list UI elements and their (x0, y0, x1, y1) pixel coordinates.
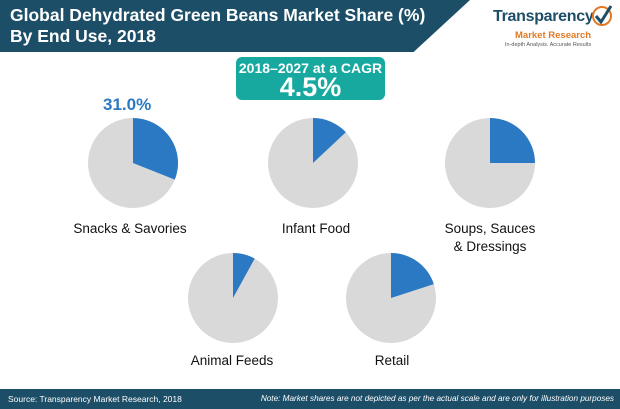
note-text: Note: Market shares are not depicted as … (260, 394, 614, 403)
pie-2 (268, 118, 358, 208)
header-banner (0, 0, 470, 52)
pie-5 (346, 253, 436, 343)
pie-label-soups: Soups, Sauces & Dressings (420, 220, 560, 256)
pie-share-slice (233, 253, 255, 298)
company-logo: Transparency Market Research In-depth An… (493, 4, 615, 52)
logo-tagline: In-depth Analysis. Accurate Results (505, 42, 592, 48)
pie-share-slice (391, 253, 434, 298)
pie-share-slice (490, 118, 535, 163)
pie-label-snacks: Snacks & Savories (60, 220, 200, 238)
pie-3 (445, 118, 535, 208)
title-line-1: Global Dehydrated Green Beans Market Sha… (10, 5, 426, 25)
pie-label-line-1: Infant Food (281, 221, 351, 236)
logo-name: Transparency (493, 8, 594, 25)
source-text: Source: Transparency Market Research, 20… (8, 394, 182, 404)
logo-checkmark-icon (592, 5, 613, 26)
chart-title: Global Dehydrated Green Beans Market Sha… (10, 5, 450, 47)
pie-label-line-1: Soups, Sauces (444, 221, 536, 236)
pie-label-animal-feeds: Animal Feeds (162, 352, 302, 370)
pie-1 (88, 118, 178, 208)
pie-label-retail: Retail (322, 352, 462, 370)
footer-bar: Source: Transparency Market Research, 20… (0, 389, 620, 409)
title-line-2: By End Use, 2018 (10, 26, 156, 46)
cagr-box: 2018–2027 at a CAGR 4.5% (236, 57, 385, 102)
cagr-label: 2018–2027 at a CAGR (238, 60, 383, 76)
pie-4 (188, 253, 278, 343)
cagr-value: 4.5% (279, 72, 342, 102)
pie-label-infant-food: Infant Food (246, 220, 386, 238)
highlight-value: 31.0% (103, 95, 152, 114)
pie-label-line-1: Animal Feeds (190, 353, 274, 368)
pie-label-line-1: Retail (374, 353, 410, 368)
pie-share-slice (313, 118, 346, 163)
logo-subname: Market Research (515, 30, 592, 41)
pie-label-line-2: & Dressings (453, 239, 527, 254)
pie-label-line-1: Snacks & Savories (73, 221, 187, 236)
pie-share-slice (133, 118, 178, 180)
